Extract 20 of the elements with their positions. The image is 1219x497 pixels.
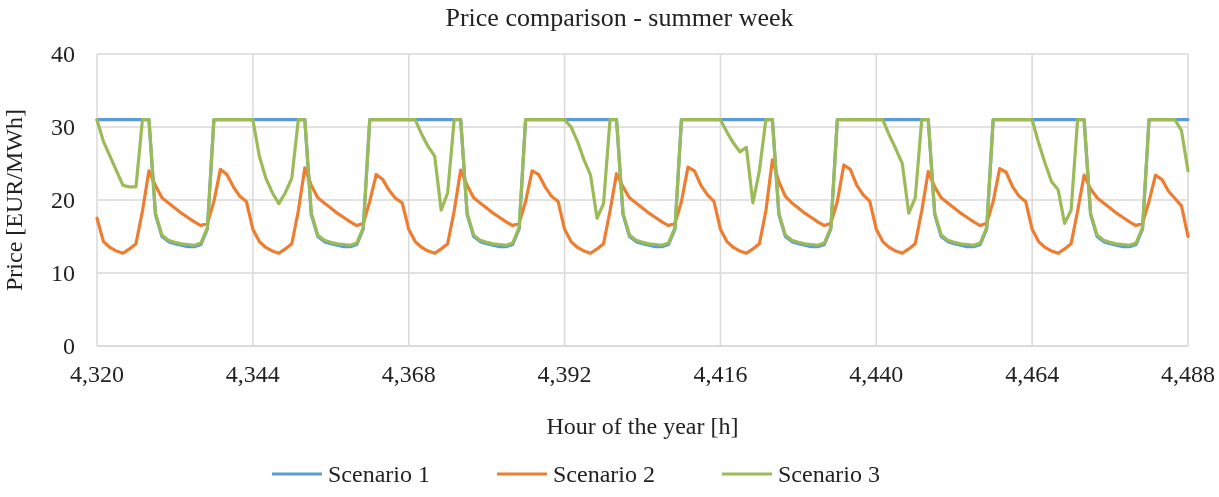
x-tick-label: 4,368 — [381, 361, 436, 387]
x-tick-label: 4,488 — [1161, 361, 1215, 387]
y-tick-label: 0 — [63, 333, 75, 359]
x-tick-label: 4,320 — [70, 361, 124, 387]
legend-label: Scenario 2 — [553, 461, 655, 487]
x-tick-label: 4,464 — [1005, 361, 1060, 387]
x-tick-label: 4,344 — [225, 361, 280, 387]
x-tick-label: 4,416 — [693, 361, 748, 387]
x-tick-label: 4,440 — [849, 361, 904, 387]
legend-label: Scenario 3 — [778, 461, 880, 487]
y-tick-label: 20 — [51, 187, 75, 213]
y-tick-label: 40 — [51, 41, 75, 67]
y-tick-label: 10 — [51, 260, 75, 286]
legend-label: Scenario 1 — [328, 461, 430, 487]
line-series — [95, 158, 1190, 255]
y-tick-label: 30 — [51, 114, 75, 140]
y-axis-title: Price [EUR/MWh] — [1, 109, 27, 291]
chart-title: Price comparison - summer week — [445, 3, 794, 32]
x-tick-label: 4,392 — [537, 361, 592, 387]
x-axis-title: Hour of the year [h] — [546, 413, 739, 439]
